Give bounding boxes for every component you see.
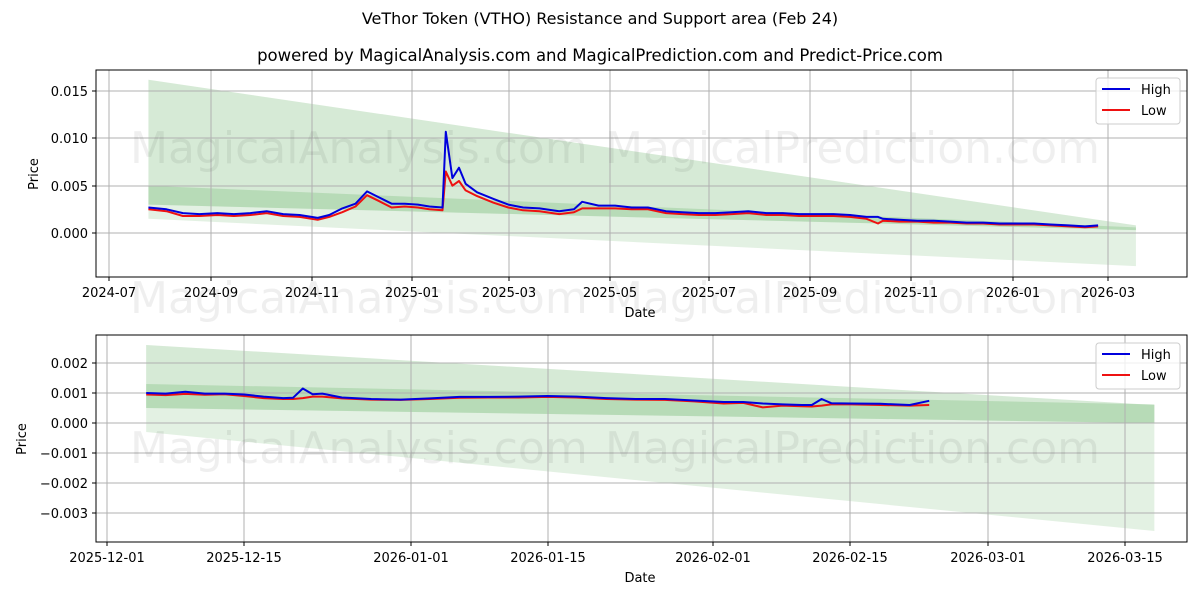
x-tick-label: 2025-12-01 [69,551,145,566]
x-tick-label: 2024-09 [184,286,238,301]
y-tick-label: 0.010 [51,132,88,147]
top-grid [96,70,1187,277]
x-tick-label: 2026-02-15 [812,551,888,566]
chart-subtitle: powered by MagicalAnalysis.com and Magic… [257,46,943,65]
watermark-analysis-top: MagicalAnalysis.com [130,123,588,174]
y-tick-label: 0.002 [51,357,88,372]
bottom-support-resistance-bands [146,345,1155,531]
bottom-axes-frame [95,334,1188,543]
bottom-grid [96,335,1187,542]
y-tick-label: 0.005 [51,180,88,195]
x-tick-label: 2024-11 [285,286,339,301]
watermark-analysis-mid: MagicalAnalysis.com [130,273,588,324]
top-axes-frame [95,69,1188,278]
x-tick-label: 2025-01 [385,286,439,301]
watermarks: MagicalAnalysis.com MagicalPrediction.co… [130,123,1100,474]
x-tick-label: 2025-12-15 [206,551,282,566]
y-tick-label: −0.003 [40,507,88,522]
inner-band [146,384,1155,423]
bottom-tick-labels: 2025-12-01 2025-12-15 2026-01-01 2026-01-15… [40,357,1163,566]
bottom-plot-area [96,335,1187,542]
top-x-axis-label: Date [624,306,655,321]
bottom-x-axis-label: Date [624,571,655,586]
legend-low-label: Low [1141,369,1167,384]
x-tick-label: 2025-03 [482,286,536,301]
x-tick-label: 2026-03-01 [950,551,1026,566]
top-legend: High Low [1095,77,1181,125]
upper-band-layer [148,79,1136,231]
top-tick-labels: 2024-07 2024-09 2024-11 2025-01 2025-03 2025-… [51,85,1135,301]
x-tick-label: 2026-01-15 [510,551,586,566]
chart-title: VeThor Token (VTHO) Resistance and Suppo… [361,9,839,28]
bottom-y-axis-label: Price [15,423,30,455]
x-tick-label: 2026-03 [1081,286,1135,301]
x-tick-label: 2024-07 [82,286,136,301]
x-tick-label: 2026-02-01 [675,551,751,566]
x-tick-label: 2025-07 [682,286,736,301]
top-y-axis-label: Price [27,158,42,190]
high-price-line [146,387,930,406]
watermark-prediction-bottom: MagicalPrediction.com [605,423,1100,474]
legend-high-label: High [1141,83,1171,98]
watermark-prediction-mid: MagicalPrediction.com [605,273,1100,324]
y-tick-label: 0.000 [51,227,88,242]
y-tick-label: −0.001 [40,447,88,462]
watermark-prediction-top: MagicalPrediction.com [605,123,1100,174]
y-tick-label: 0.015 [51,85,88,100]
y-tick-label: 0.000 [51,417,88,432]
bottom-legend: High Low [1095,342,1181,390]
y-tick-label: −0.002 [40,477,88,492]
top-plot-area [96,70,1187,277]
x-tick-label: 2026-01-01 [373,551,449,566]
upper-band-layer [146,345,1155,423]
top-price-lines [148,130,1099,229]
outer-band [146,345,1155,531]
x-tick-label: 2025-11 [884,286,938,301]
bottom-chart: 2025-12-01 2025-12-15 2026-01-01 2026-01-15… [15,334,1188,586]
bottom-price-lines [146,387,930,409]
high-price-line [148,130,1099,228]
legend-high-label: High [1141,348,1171,363]
x-tick-label: 2026-01 [986,286,1040,301]
x-tick-label: 2025-05 [583,286,637,301]
legend-low-label: Low [1141,104,1167,119]
low-price-line [148,170,1099,229]
top-chart: 2024-07 2024-09 2024-11 2025-01 2025-03 2025-… [27,69,1188,321]
x-tick-label: 2025-09 [783,286,837,301]
watermark-analysis-bottom: MagicalAnalysis.com [130,423,588,474]
x-tick-label: 2026-03-15 [1087,551,1163,566]
y-tick-label: 0.001 [51,387,88,402]
